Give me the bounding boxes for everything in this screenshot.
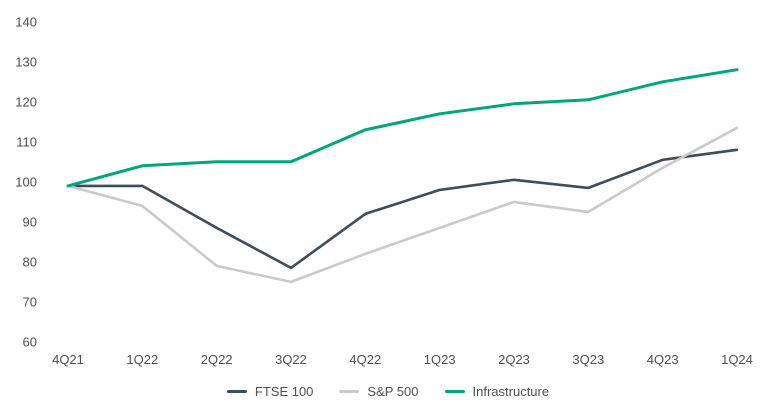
- legend-item-s-p-500: S&P 500: [339, 384, 419, 399]
- legend-swatch-infrastructure: [444, 390, 465, 393]
- y-tick-label-130: 130: [15, 54, 37, 70]
- y-tick-label-120: 120: [15, 94, 37, 110]
- x-tick-label-3q22: 3Q22: [275, 352, 307, 367]
- y-tick-label-90: 90: [22, 214, 37, 230]
- x-tick-label-4q23: 4Q23: [646, 352, 679, 367]
- legend-item-infrastructure: Infrastructure: [444, 384, 550, 399]
- series-line-infrastructure: [66, 68, 739, 188]
- y-tick-label-70: 70: [22, 294, 37, 310]
- y-tick-label-110: 110: [16, 134, 37, 150]
- legend-label-infrastructure: Infrastructure: [472, 384, 550, 399]
- x-tick-label-4q21: 4Q21: [52, 352, 84, 367]
- x-tick-label-4q22: 4Q22: [349, 352, 382, 367]
- y-tick-label-140: 140: [15, 14, 37, 30]
- x-tick-label-3q23: 3Q23: [572, 352, 605, 367]
- legend-label-s-p-500: S&P 500: [367, 384, 419, 399]
- x-tick-label-2q23: 2Q23: [498, 352, 530, 367]
- legend-label-ftse-100: FTSE 100: [254, 384, 314, 399]
- x-tick-label-1q24: 1Q24: [721, 352, 753, 367]
- y-tick-label-100: 100: [15, 174, 37, 190]
- y-tick-label-80: 80: [22, 254, 37, 270]
- legend: FTSE 100 S&P 500 Infrastructure: [0, 384, 776, 399]
- series-line-ftse-100: [66, 148, 739, 270]
- legend-item-ftse-100: FTSE 100: [226, 384, 314, 399]
- x-tick-label-1q22: 1Q22: [126, 352, 159, 367]
- legend-swatch-s-p-500: [339, 390, 360, 393]
- x-tick-label-2q22: 2Q22: [200, 352, 233, 367]
- x-tick-label-1q23: 1Q23: [423, 352, 456, 367]
- series-line-s-p-500: [66, 126, 739, 284]
- legend-swatch-ftse-100: [226, 390, 247, 393]
- y-tick-label-60: 60: [22, 334, 37, 350]
